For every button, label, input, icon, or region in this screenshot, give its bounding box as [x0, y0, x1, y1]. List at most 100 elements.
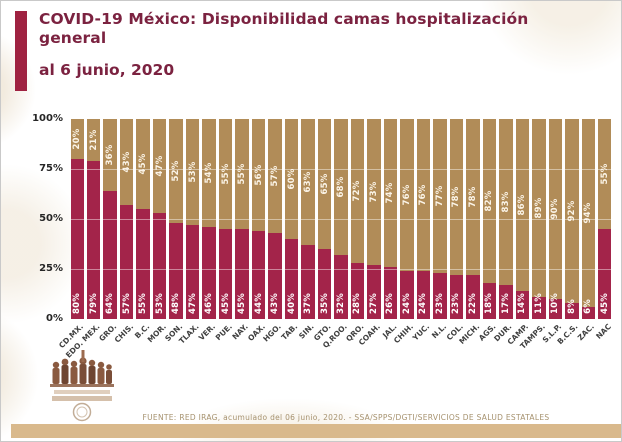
occupied-percent-label: 57%	[121, 293, 132, 314]
stacked-bar	[598, 119, 612, 319]
occupied-percent-label: 18%	[484, 293, 495, 314]
stacked-bar	[70, 119, 84, 319]
stacked-bar	[218, 119, 233, 319]
available-percent-label: 68%	[335, 176, 346, 198]
available-percent-label: 53%	[187, 161, 198, 183]
bottom-gold-strip	[11, 424, 621, 438]
available-percent-label: 45%	[138, 153, 149, 175]
x-axis-label: PUE.	[213, 322, 234, 343]
stacked-bar	[317, 119, 332, 319]
occupied-percent-label: 27%	[368, 293, 379, 314]
occupied-percent-label: 8%	[566, 299, 577, 314]
occupied-percent-label: 46%	[204, 293, 215, 314]
bar-hgo: 57% 43% HGO.	[262, 119, 283, 344]
occupied-percent-label: 14%	[517, 293, 528, 314]
available-percent-label: 94%	[583, 202, 594, 224]
available-percent-label: 89%	[533, 197, 544, 219]
bar-nac: 55% 45% NAC	[594, 119, 613, 341]
report-date: al 6 junio, 2020	[39, 60, 175, 79]
available-percent-label: 54%	[204, 162, 215, 184]
occupied-percent-label: 80%	[72, 293, 83, 314]
stacked-bar	[136, 119, 150, 319]
source-citation: FUENTE: RED IRAG, acumulado del 06 junio…	[142, 413, 550, 422]
bar-mich: 78% 22% MICH.	[457, 119, 481, 346]
stacked-bar	[482, 119, 497, 319]
stacked-bar	[334, 119, 348, 319]
stacked-bar-chart: 20% 80% CD.MX. 21% 79% EDO. MEX. 36% 64% GRO. 43%…	[57, 119, 613, 360]
x-axis-label: ZAC.	[576, 322, 597, 343]
occupied-percent-label: 32%	[335, 293, 346, 314]
gridline	[69, 269, 613, 270]
stacked-bar	[433, 119, 447, 319]
page-title: COVID-19 México: Disponibilidad camas ho…	[39, 10, 529, 47]
occupied-percent-label: 24%	[401, 293, 412, 314]
occupied-percent-label: 55%	[138, 293, 149, 314]
stacked-bar	[169, 119, 183, 319]
title-accent-bar	[15, 11, 27, 91]
bar-slp: 90% 10% S.L.P.	[541, 119, 563, 345]
bar-pue: 55% 45% PUE.	[213, 119, 234, 342]
occupied-percent-label: 28%	[352, 293, 363, 314]
available-percent-label: 78%	[467, 186, 478, 208]
available-percent-label: 55%	[220, 163, 231, 185]
bar-oax: 56% 44% OAX.	[246, 119, 267, 343]
occupied-percent-label: 44%	[253, 293, 264, 314]
available-percent-label: 72%	[352, 180, 363, 202]
stacked-bar	[284, 119, 299, 319]
bar-camp: 86% 14% CAMP.	[506, 119, 530, 347]
occupied-percent-label: 53%	[154, 293, 165, 314]
bar-gro: 36% 64% GRO.	[97, 119, 118, 343]
available-percent-label: 60%	[286, 168, 297, 190]
bar-chih: 76% 24% CHIH.	[392, 119, 415, 345]
bar-tamps: 89% 11% TAMPS.	[518, 119, 547, 351]
stacked-bar	[400, 119, 414, 319]
stacked-bar	[202, 119, 216, 319]
x-axis-label: N.L.	[429, 322, 448, 341]
occupied-percent-label: 64%	[105, 293, 116, 314]
bar-bc: 45% 55% B.C.	[133, 119, 151, 340]
stacked-bar	[152, 119, 167, 319]
stacked-bar	[103, 119, 117, 319]
stacked-bar	[86, 119, 101, 319]
occupied-percent-label: 26%	[385, 293, 396, 314]
available-percent-label: 90%	[550, 198, 561, 220]
occupied-percent-label: 23%	[451, 293, 462, 314]
available-percent-label: 86%	[517, 194, 528, 216]
bar-coah: 73% 27% COAH.	[357, 119, 382, 347]
bar-yuc: 76% 24% YUC.	[411, 119, 431, 342]
bar-tab: 60% 40% TAB.	[280, 119, 300, 342]
bar-bcs: 92% 8% B.C.S.	[556, 119, 580, 346]
stacked-bar	[466, 119, 480, 319]
stacked-bar	[251, 119, 266, 319]
stacked-bar	[532, 119, 546, 319]
occupied-percent-label: 37%	[303, 293, 314, 314]
occupied-percent-label: 6%	[583, 299, 594, 314]
stacked-bar	[548, 119, 563, 319]
bar-ags: 82% 18% AGS.	[477, 119, 497, 343]
occupied-percent-label: 11%	[533, 293, 544, 314]
gobierno-de-mexico-logo	[46, 348, 118, 422]
bar-col: 78% 23% COL.	[444, 119, 464, 342]
occupied-percent-label: 40%	[286, 293, 297, 314]
available-percent-label: 76%	[401, 184, 412, 206]
stacked-bar	[449, 119, 464, 319]
available-percent-label: 52%	[171, 160, 182, 182]
bar-nay: 55% 45% NAY.	[231, 119, 250, 341]
available-percent-label: 78%	[451, 186, 462, 208]
occupied-percent-label: 17%	[500, 293, 511, 314]
available-percent-label: 77%	[434, 185, 445, 207]
available-percent-label: 73%	[368, 181, 379, 203]
available-percent-label: 76%	[418, 184, 429, 206]
available-percent-label: 55%	[599, 163, 610, 185]
occupied-percent-label: 45%	[220, 293, 231, 314]
occupied-percent-label: 48%	[171, 293, 182, 314]
stacked-bar	[235, 119, 249, 319]
bar-cdmx: 20% 80% CD.MX.	[57, 119, 85, 350]
bar-chis: 43% 57% CHIS.	[112, 119, 135, 345]
header: COVID-19 México: Disponibilidad camas ho…	[39, 10, 595, 79]
available-percent-label: 36%	[105, 144, 116, 166]
x-axis-label: VER.	[196, 322, 218, 343]
available-percent-label: 83%	[500, 191, 511, 213]
occupied-percent-label: 23%	[434, 293, 445, 314]
